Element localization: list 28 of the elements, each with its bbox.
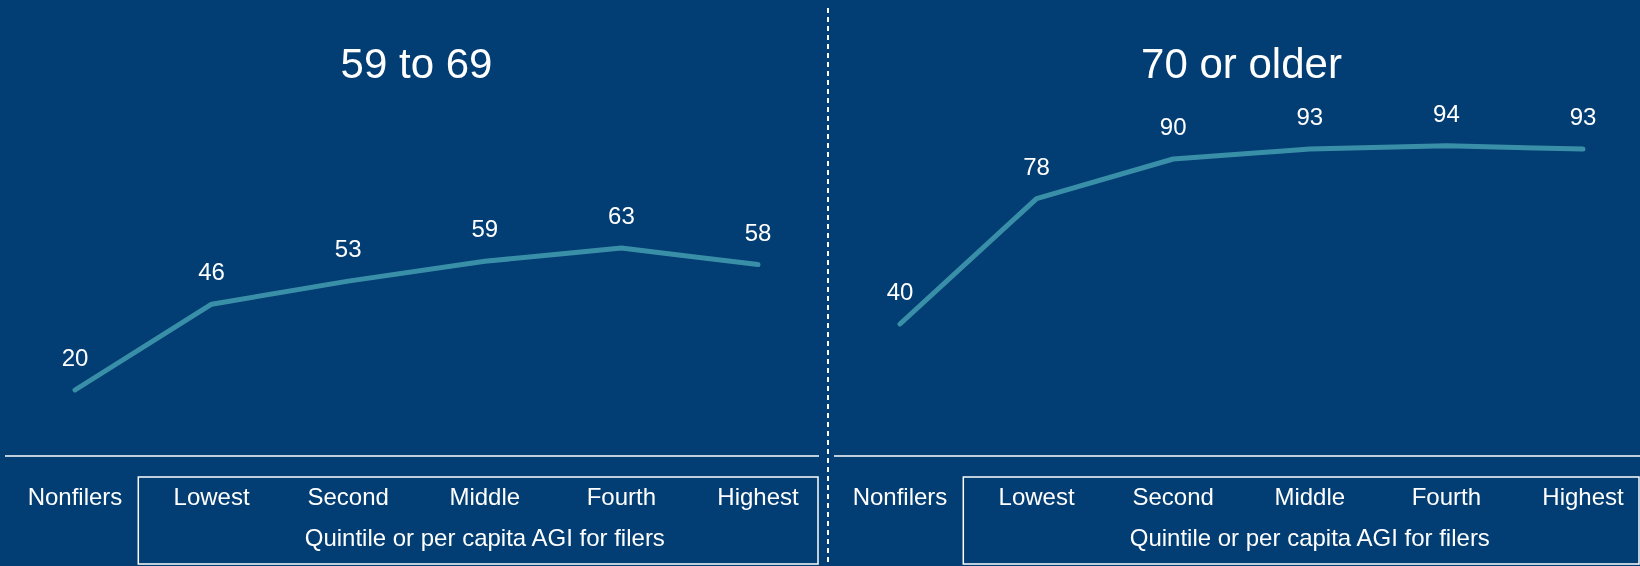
data-label: 94 <box>1433 99 1460 127</box>
chart-title: 70 or older <box>1141 40 1342 87</box>
data-label: 93 <box>1569 103 1597 131</box>
chart-title: 59 to 69 <box>340 40 493 87</box>
x-tick-label: Fourth <box>1411 483 1482 510</box>
x-tick-label: Highest <box>717 483 800 510</box>
x-tick-label: Highest <box>1542 483 1625 510</box>
data-label: 93 <box>1296 103 1324 131</box>
data-label: 46 <box>198 258 225 286</box>
data-label: 59 <box>471 215 499 243</box>
x-tick-label: Middle <box>449 483 521 510</box>
data-label: 90 <box>1159 113 1187 140</box>
data-label: 58 <box>744 218 772 246</box>
x-tick-label: Nonfilers <box>852 483 948 510</box>
x-tick-label: Lowest <box>173 483 250 510</box>
x-axis-title: Quintile or per capita AGI for filers <box>1129 524 1490 551</box>
x-tick-label: Second <box>307 483 389 510</box>
x-tick-label: Second <box>1132 483 1214 510</box>
data-label: 63 <box>608 202 635 230</box>
x-tick-label: Fourth <box>586 483 657 510</box>
data-label: 20 <box>61 344 89 371</box>
data-label: 78 <box>1023 152 1050 180</box>
x-axis-title: Quintile or per capita AGI for filers <box>304 524 665 551</box>
data-label: 40 <box>886 278 914 305</box>
x-tick-label: Middle <box>1274 483 1346 510</box>
data-label: 53 <box>334 235 362 263</box>
x-tick-label: Lowest <box>998 483 1075 510</box>
x-tick-label: Nonfilers <box>27 483 123 510</box>
